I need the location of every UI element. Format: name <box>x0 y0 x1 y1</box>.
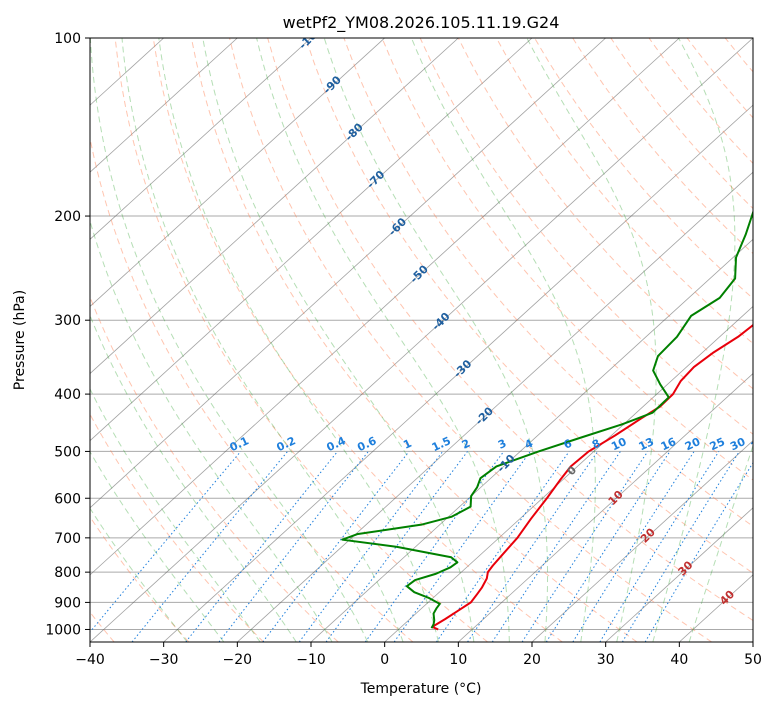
isotherm-line <box>90 38 459 375</box>
moist-adiabat-line <box>158 38 439 642</box>
dry-adiabat-line <box>90 413 264 642</box>
moist-adiabat-line <box>90 38 369 642</box>
mixing-ratio-lines <box>90 451 753 642</box>
moist-adiabat-line <box>256 38 510 642</box>
y-tick-label: 100 <box>54 31 81 47</box>
plot-frame <box>89 37 754 643</box>
isotherm-line <box>90 38 753 642</box>
y-tick-label: 700 <box>54 531 81 547</box>
x-tick-label: 50 <box>744 652 762 668</box>
moist-adiabat-line <box>90 387 261 642</box>
dry-adiabat-line <box>495 38 753 345</box>
mixing-ratio-label: 20 <box>683 435 703 453</box>
moist-adiabat-line <box>90 450 225 642</box>
dry-adiabat-line <box>267 38 753 622</box>
mixing-ratio-line <box>262 451 410 642</box>
isotherm-line <box>605 507 753 642</box>
mixing-ratio-label: 25 <box>708 435 727 453</box>
mixing-ratio-line <box>621 451 740 642</box>
mixing-ratio-line <box>393 451 531 642</box>
dry-adiabat-line <box>152 38 563 642</box>
y-tick-label: 500 <box>54 444 81 460</box>
y-tick-label: 400 <box>54 387 81 403</box>
dry-adiabat-line <box>381 38 753 481</box>
x-tick-label: 10 <box>449 652 467 668</box>
mixing-ratio-line <box>521 451 649 642</box>
x-tick-label: 40 <box>670 652 688 668</box>
dry-adiabat-line <box>90 516 190 642</box>
y-tick-label: 200 <box>54 209 81 225</box>
dewpoint-profile-line <box>341 209 753 629</box>
mixing-ratio-label: 30 <box>728 435 748 453</box>
mixing-ratio-label: 13 <box>637 435 656 453</box>
mixing-ratio-line <box>491 451 621 642</box>
x-tick-label: 30 <box>597 652 615 668</box>
mixing-ratio-label: 36 <box>749 435 769 453</box>
isotherm-line <box>384 305 753 642</box>
isotherm-line <box>531 440 753 642</box>
y-tick-label: 1000 <box>45 622 81 638</box>
x-axis-ticks: −40 −30 −20 −10 0 10 20 30 40 50 <box>75 642 762 668</box>
moist-adiabat-line <box>90 314 297 642</box>
plot-area: 0.10.20.40.611.52346810131620253036-100-… <box>90 38 769 642</box>
moist-adiabat-line <box>652 38 736 642</box>
x-tick-label: −30 <box>149 652 179 668</box>
mixing-ratio-line <box>90 451 242 633</box>
mixing-ratio-line <box>599 451 720 642</box>
isotherm-line <box>90 38 238 173</box>
moist-adiabat-line <box>410 38 596 642</box>
x-tick-label: −20 <box>223 652 253 668</box>
isotherm-line <box>310 238 753 642</box>
x-tick-label: −40 <box>75 652 105 668</box>
moist-adiabat-line <box>688 444 753 642</box>
y-tick-label: 800 <box>54 565 81 581</box>
moist-adiabat-line <box>121 38 404 642</box>
mixing-ratio-line <box>545 451 671 642</box>
dry-adiabat-line <box>229 38 713 642</box>
isotherm-line <box>90 38 606 509</box>
mixing-ratio-line <box>298 451 444 642</box>
dry-adiabat-line <box>114 38 488 642</box>
y-tick-label: 300 <box>54 313 81 329</box>
profile-series <box>341 209 753 631</box>
dry-adiabat-line <box>90 135 414 642</box>
mixing-ratio-label: 10 <box>609 435 629 453</box>
mixing-ratio-line <box>185 451 338 642</box>
isotherm-line <box>90 38 312 240</box>
y-axis-label: Pressure (hPa) <box>12 290 28 390</box>
isotherm-line <box>458 373 753 642</box>
moist-adiabat-line <box>90 219 333 642</box>
x-axis-label: Temperature (°C) <box>360 681 482 697</box>
moist-adiabat-line <box>90 507 188 642</box>
mixing-ratio-label: 16 <box>659 435 679 453</box>
y-tick-label: 900 <box>54 595 81 611</box>
x-tick-label: −10 <box>296 652 326 668</box>
mixing-ratio-line <box>325 451 468 642</box>
mixing-ratio-line <box>131 451 288 642</box>
isotherm-line <box>90 38 533 442</box>
dry-adiabat-line <box>190 38 638 642</box>
y-tick-label: 600 <box>54 491 81 507</box>
temperature-profile-line <box>431 323 753 631</box>
mixing-ratio-line <box>364 451 505 642</box>
isotherm-line <box>90 38 385 307</box>
moist-adiabat-line <box>202 38 475 642</box>
dry-adiabat-line <box>534 38 753 300</box>
mixing-ratio-line <box>467 451 599 642</box>
moist-adiabat-line <box>323 38 549 642</box>
dry-adiabat-line <box>343 38 753 527</box>
dry-adiabat-line <box>305 38 753 574</box>
chart-title: wetPf2_YM08.2026.105.11.19.G24 <box>283 13 560 33</box>
mixing-ratio-line <box>436 451 570 642</box>
dry-adiabat-line <box>457 38 753 390</box>
isotherm-line <box>163 104 753 642</box>
isotherm-line <box>90 38 680 576</box>
y-axis-ticks: 1000 900 800 700 600 500 400 300 200 100 <box>45 31 90 638</box>
x-tick-label: 0 <box>380 652 389 668</box>
x-tick-label: 20 <box>523 652 541 668</box>
